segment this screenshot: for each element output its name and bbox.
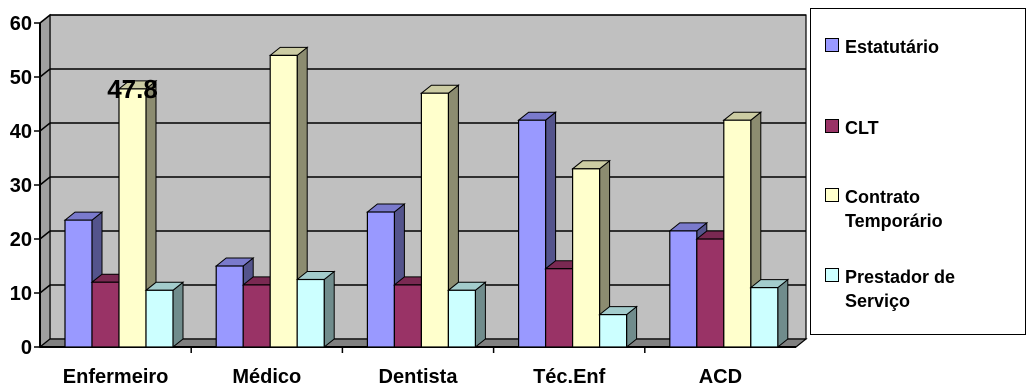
y-tick-label: 20 xyxy=(10,229,32,251)
bar-t-c-enf-1 xyxy=(517,119,547,348)
x-category-label: Médico xyxy=(232,366,301,387)
bar-dentista-4-side xyxy=(474,281,486,349)
bar-t-c-enf-2 xyxy=(544,268,574,348)
legend-item-contrato-temporario: Contrato Temporário xyxy=(825,185,943,233)
y-tick-label: 60 xyxy=(10,13,32,35)
gridline xyxy=(39,68,806,78)
bar-dentista-3 xyxy=(420,92,449,348)
y-tick-label: 40 xyxy=(10,121,32,143)
x-category-label: Téc.Enf xyxy=(533,366,606,387)
legend-swatch xyxy=(825,188,839,202)
bar-m-dico-3 xyxy=(269,54,298,348)
bar-enfermeiro-3 xyxy=(118,88,147,348)
gridline xyxy=(39,14,806,24)
bar-acd-4 xyxy=(750,287,779,348)
y-tick-label: 0 xyxy=(21,337,32,359)
y-tick-label: 30 xyxy=(10,175,32,197)
x-category-label: Enfermeiro xyxy=(63,366,169,387)
legend-label: Prestador de Serviço xyxy=(845,267,956,311)
legend-item-prestador-de-servico: Prestador de Serviço xyxy=(825,265,955,313)
bar-m-dico-2 xyxy=(242,284,271,348)
bar-m-dico-4 xyxy=(296,278,325,348)
legend-swatch xyxy=(825,268,839,282)
bar-enfermeiro-4 xyxy=(145,289,174,348)
bar-acd-1 xyxy=(669,230,698,348)
bar-enfermeiro-4-side xyxy=(172,281,184,349)
legend-swatch xyxy=(825,38,839,52)
bar-t-c-enf-3 xyxy=(571,168,601,348)
bar-dentista-4 xyxy=(447,289,476,348)
bar-enfermeiro-2 xyxy=(91,281,120,348)
y-tick-label: 10 xyxy=(10,283,32,305)
bar-acd-3 xyxy=(723,119,752,348)
data-label: 47.8 xyxy=(107,74,158,104)
legend-label: Estatutário xyxy=(845,37,940,57)
x-category-label: Dentista xyxy=(379,366,459,387)
bar-enfermeiro-1 xyxy=(64,219,93,348)
legend-label: Contrato Temporário xyxy=(845,187,943,231)
legend-item-estatutario: Estatutário xyxy=(825,35,939,59)
bar-acd-4-side xyxy=(777,278,789,349)
legend: Estatutário CLT Contrato Temporário Pres… xyxy=(810,8,1026,335)
bar-m-dico-1 xyxy=(215,265,244,348)
x-category-label: ACD xyxy=(699,366,742,387)
legend-swatch xyxy=(825,119,839,133)
bar-acd-2 xyxy=(696,238,725,348)
bar-m-dico-4-side xyxy=(323,270,335,349)
bar-t-c-enf-4 xyxy=(598,314,628,348)
y-tick-label: 50 xyxy=(10,67,32,89)
legend-label: CLT xyxy=(845,118,879,138)
bar-dentista-1 xyxy=(366,211,395,348)
legend-item-clt: CLT xyxy=(825,116,879,140)
bar-dentista-2 xyxy=(393,284,422,348)
